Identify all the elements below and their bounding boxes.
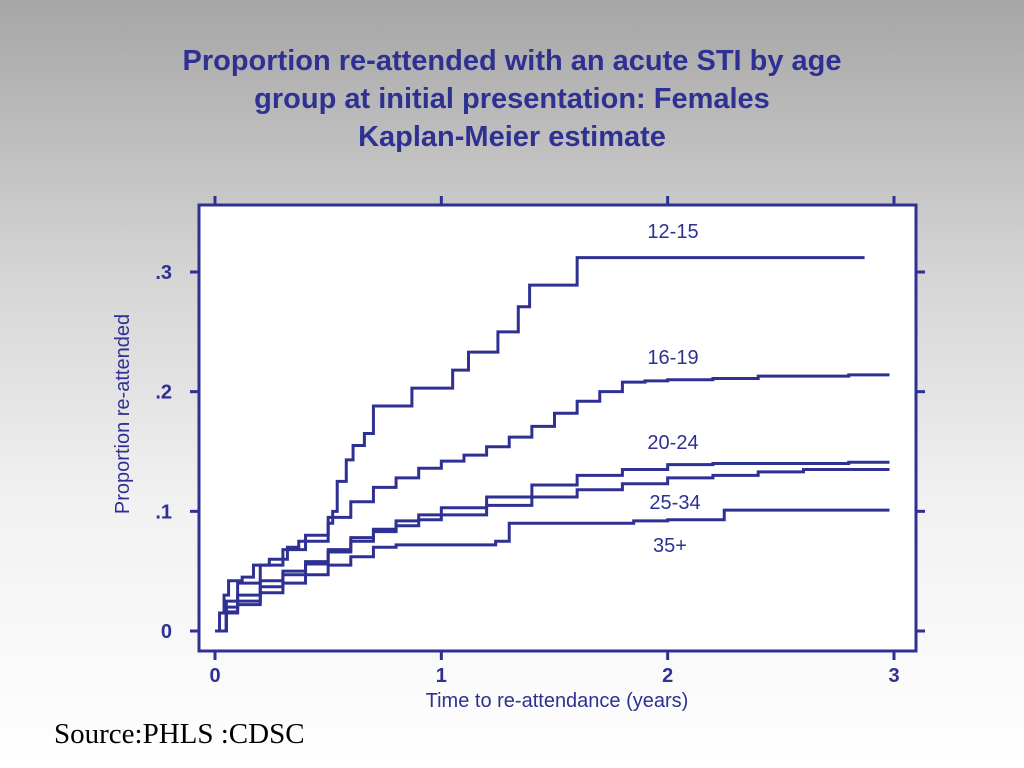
y-tick-label: .2 [155,382,172,404]
title-line-3: Kaplan-Meier estimate [358,121,666,153]
x-tick-label: 2 [662,665,673,687]
series-label: 25-34 [649,492,700,514]
series-line-25-34 [215,467,890,633]
series-label: 12-15 [647,221,698,243]
x-axis-label: Time to re-attendance (years) [426,690,689,712]
source-note: Source:PHLS :CDSC [54,718,305,750]
plot-frame [197,203,918,653]
y-tick-label: .3 [155,262,172,284]
x-tick-label: 3 [888,665,899,687]
series-label: 35+ [653,535,687,557]
title-line-1: Proportion re-attended with an acute STI… [182,45,842,77]
title-line-2: group at initial presentation: Females [254,83,770,115]
series-line-16-19 [215,373,890,633]
y-axis-label: Proportion re-attended [112,314,134,514]
series-label: 20-24 [647,432,698,454]
x-tick-label: 1 [436,665,447,687]
series-label: 16-19 [647,347,698,369]
y-tick-label: .1 [155,501,172,523]
series-line-35+ [215,508,890,633]
y-tick-label: 0 [161,621,172,643]
series-line-12-15 [215,256,865,633]
series-line-20-24 [215,460,890,633]
x-tick-label: 0 [209,665,220,687]
slide-title: Proportion re-attended with an acute STI… [0,42,1024,156]
